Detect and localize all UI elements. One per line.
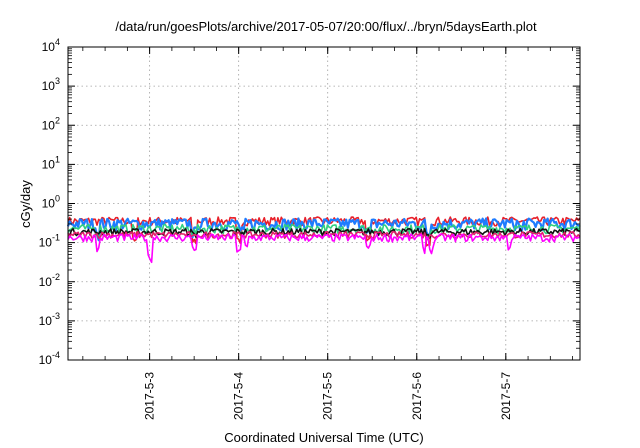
series-line xyxy=(67,227,581,239)
chart-title: /data/run/goesPlots/archive/2017-05-07/2… xyxy=(115,19,537,34)
y-tick-label: 100 xyxy=(42,194,60,211)
x-tick-label: 2017-5-5 xyxy=(321,372,335,420)
y-tick-label: 103 xyxy=(42,76,60,93)
y-tick-label: 101 xyxy=(42,154,60,171)
y-axis-label: cGy/day xyxy=(18,180,33,228)
y-tick-label: 10-2 xyxy=(39,272,60,289)
x-axis: 2017-5-3 2017-5-4 2017-5-5 2017-5-6 2017-5-7 xyxy=(82,47,573,420)
y-tick-label: 10-3 xyxy=(39,311,60,328)
y-tick-label: 104 xyxy=(42,37,60,54)
x-tick-label: 2017-5-4 xyxy=(232,372,246,420)
series-line xyxy=(66,217,581,242)
x-tick-label: 2017-5-7 xyxy=(499,372,513,420)
series-line xyxy=(67,233,581,264)
y-tick-label: 10-4 xyxy=(39,350,60,367)
y-axis: 10-4 10-3 10-2 10-1 100 101 102 103 104 xyxy=(39,37,580,367)
x-axis-label: Coordinated Universal Time (UTC) xyxy=(224,430,423,445)
x-tick-label: 2017-5-6 xyxy=(410,372,424,420)
y-tick-label: 10-1 xyxy=(39,233,60,250)
series-layer xyxy=(66,216,581,264)
y-tick-label: 102 xyxy=(42,115,60,132)
x-tick-label: 2017-5-3 xyxy=(143,372,157,420)
